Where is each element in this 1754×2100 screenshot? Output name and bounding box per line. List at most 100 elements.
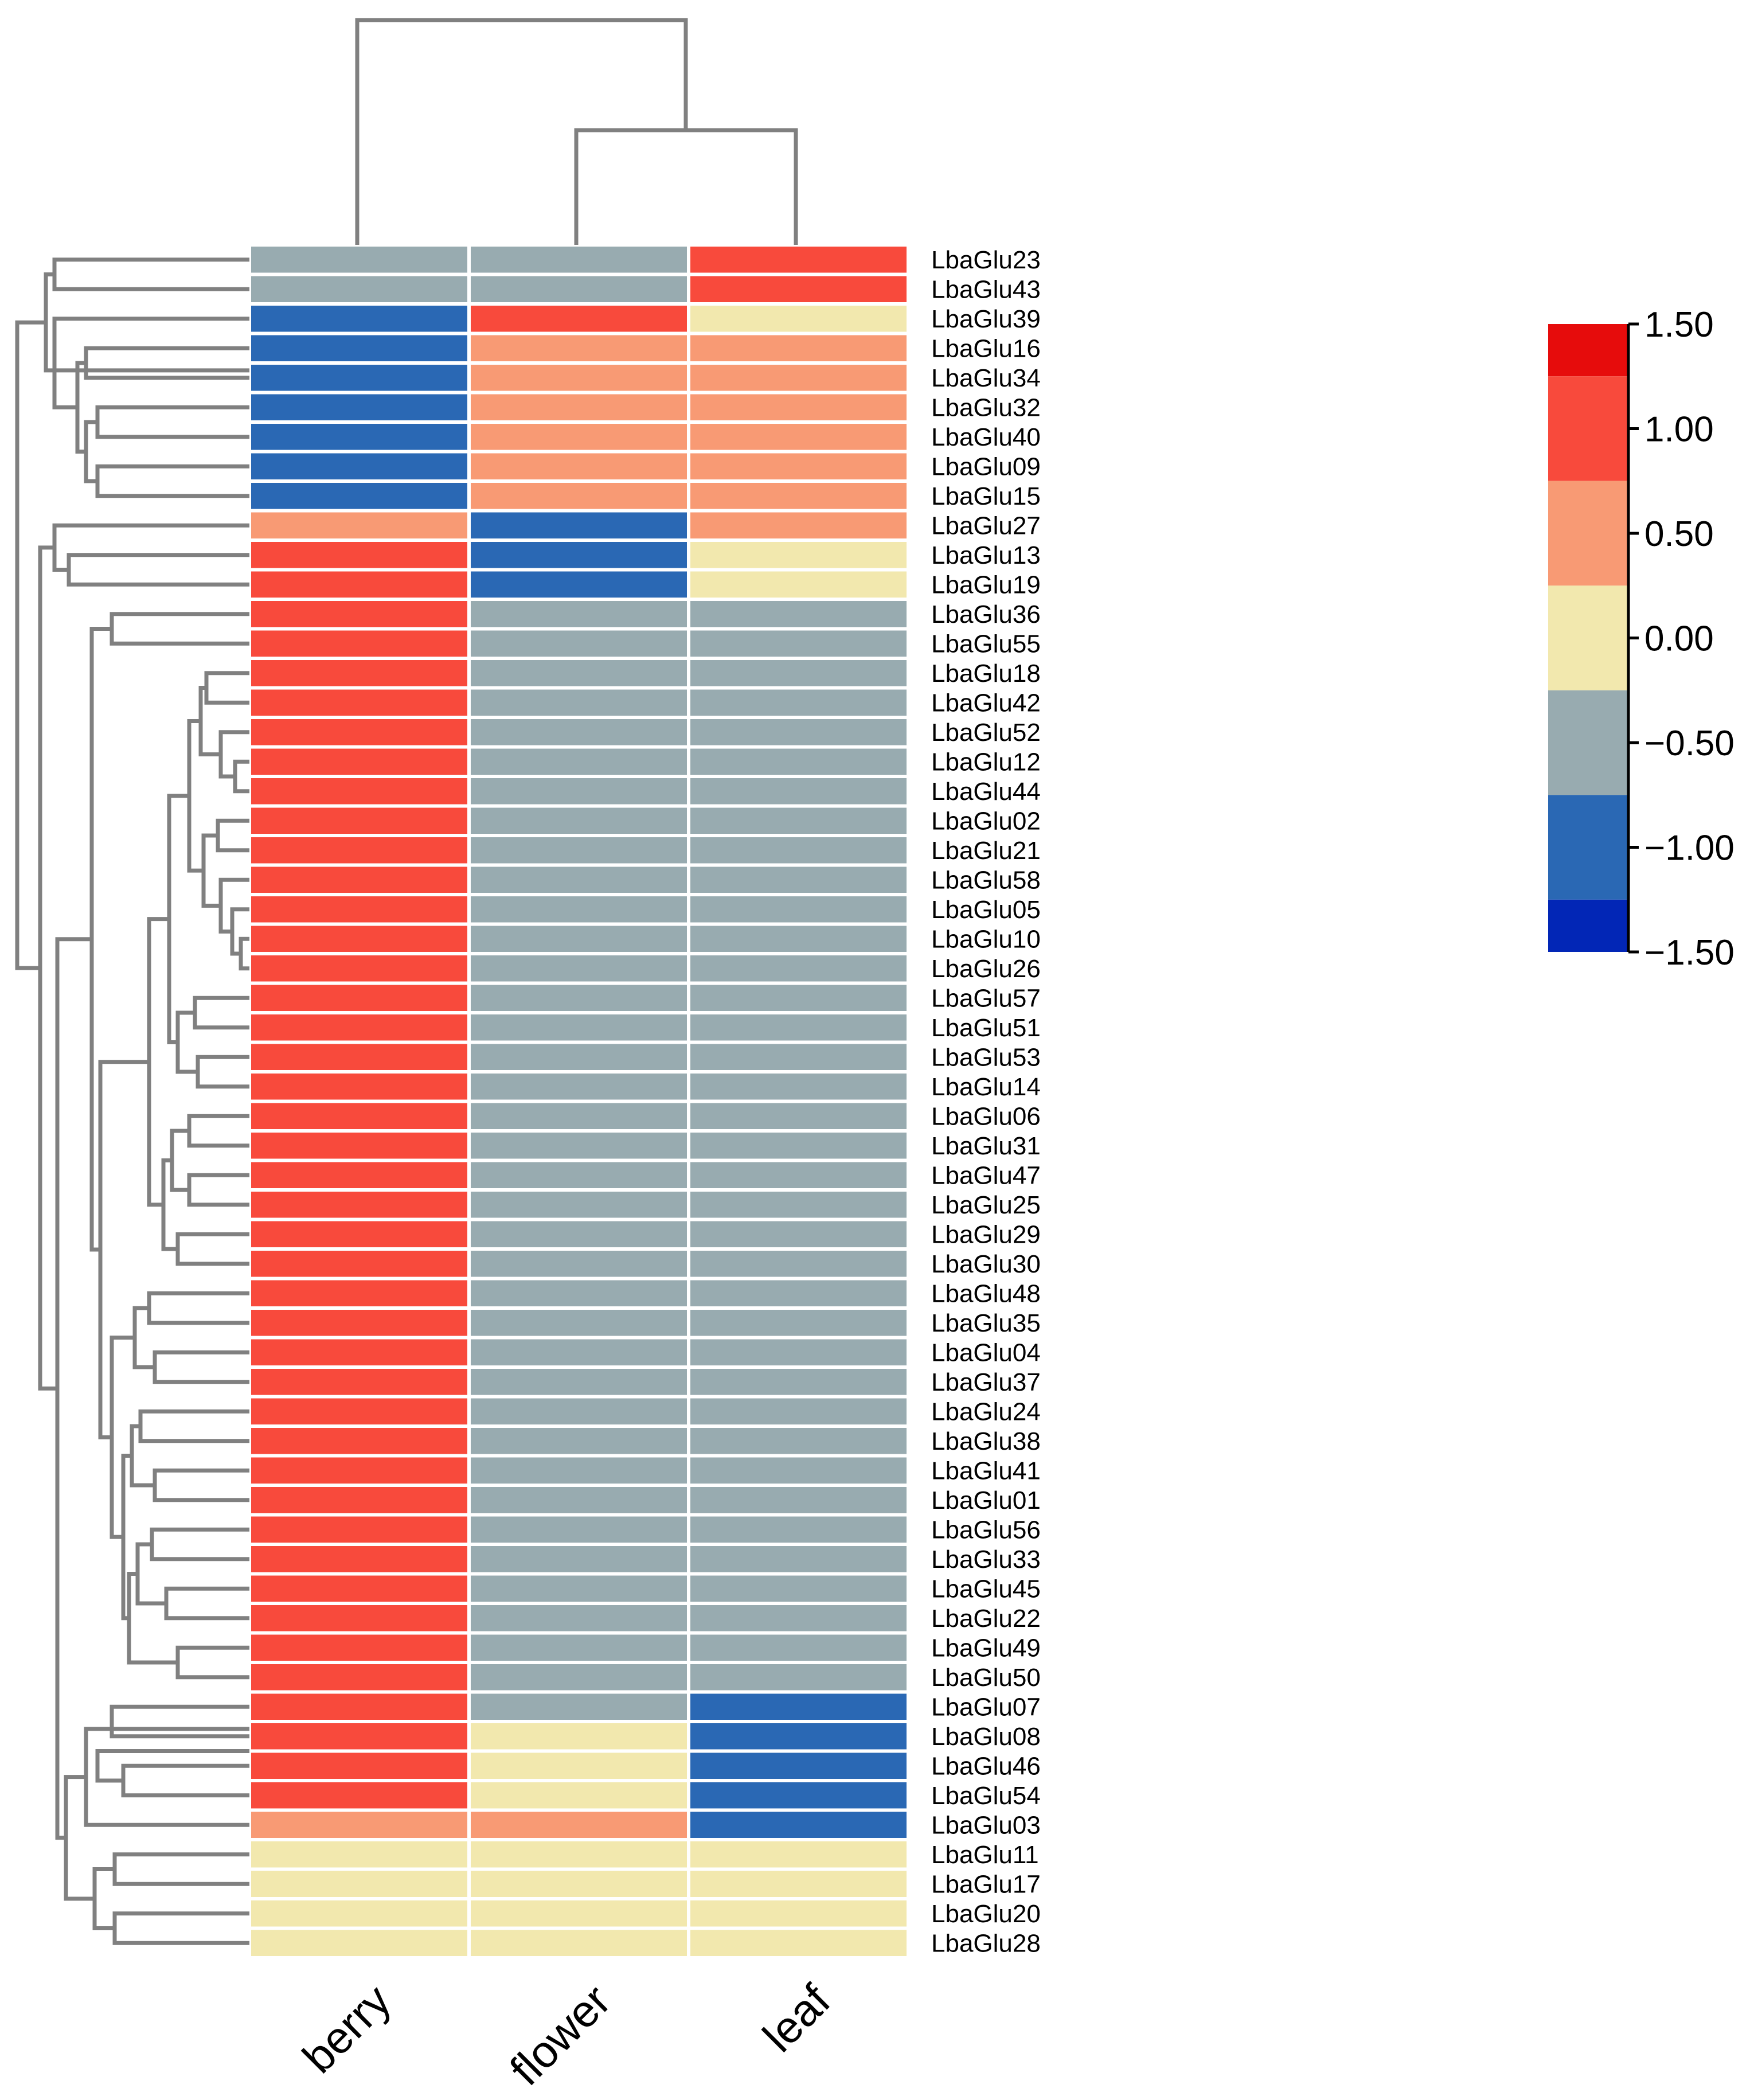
heatmap-cell-LbaGlu19-flower: [471, 571, 687, 598]
heatmap-cell-LbaGlu03-flower: [471, 1812, 687, 1838]
row-label-LbaGlu02: LbaGlu02: [931, 807, 1041, 835]
row-dendrogram-branch-26: [187, 1173, 249, 1207]
heatmap-cell-LbaGlu43-leaf: [690, 276, 907, 302]
heatmap-cell-LbaGlu16-flower: [471, 335, 687, 361]
heatmap-cell-LbaGlu42-leaf: [690, 689, 907, 716]
heatmap-cell-LbaGlu12-berry: [251, 748, 467, 775]
heatmap-cell-LbaGlu40-flower: [471, 424, 687, 450]
row-label-LbaGlu05: LbaGlu05: [931, 896, 1041, 924]
heatmap-cell-LbaGlu01-flower: [471, 1487, 687, 1513]
heatmap-cell-LbaGlu48-leaf: [690, 1280, 907, 1306]
heatmap-cell-LbaGlu13-flower: [471, 542, 687, 568]
row-dendrogram-branch-14: [198, 686, 221, 756]
heatmap-cell-LbaGlu18-leaf: [690, 660, 907, 686]
heatmap-cell-LbaGlu32-leaf: [690, 394, 907, 420]
heatmap-cell-LbaGlu34-flower: [471, 365, 687, 391]
row-dendrogram-branch-32: [153, 1350, 249, 1384]
heatmap-cell-LbaGlu36-flower: [471, 601, 687, 627]
heatmap-cell-LbaGlu44-flower: [471, 778, 687, 805]
heatmap-cell-LbaGlu53-flower: [471, 1044, 687, 1070]
heatmap-cell-LbaGlu55-berry: [251, 630, 467, 657]
heatmap-cell-LbaGlu58-leaf: [690, 866, 907, 893]
row-label-LbaGlu12: LbaGlu12: [931, 748, 1041, 776]
heatmap-cell-LbaGlu40-berry: [251, 424, 467, 450]
row-dendrogram-branch-56: [15, 320, 46, 970]
column-dendrogram-branch-1: [355, 18, 688, 245]
heatmap-cell-LbaGlu31-leaf: [690, 1133, 907, 1159]
row-label-LbaGlu07: LbaGlu07: [931, 1693, 1041, 1721]
heatmap-cell-LbaGlu09-berry: [251, 453, 467, 479]
heatmap-cell-LbaGlu10-berry: [251, 926, 467, 952]
heatmap-cell-LbaGlu31-berry: [251, 1133, 467, 1159]
heatmap-cell-LbaGlu58-berry: [251, 866, 467, 893]
heatmap-cell-LbaGlu39-berry: [251, 306, 467, 332]
heatmap-cell-LbaGlu52-berry: [251, 719, 467, 745]
heatmap-cell-LbaGlu19-berry: [251, 571, 467, 598]
heatmap-cell-LbaGlu42-flower: [471, 689, 687, 716]
row-label-LbaGlu36: LbaGlu36: [931, 600, 1041, 629]
row-label-LbaGlu43: LbaGlu43: [931, 275, 1041, 303]
heatmap-cell-LbaGlu04-flower: [471, 1339, 687, 1365]
heatmap-cell-LbaGlu56-berry: [251, 1516, 467, 1543]
heatmap-cell-LbaGlu06-flower: [471, 1103, 687, 1129]
heatmap-cell-LbaGlu28-flower: [471, 1930, 687, 1956]
heatmap-cell-LbaGlu46-berry: [251, 1752, 467, 1779]
heatmap-cell-LbaGlu17-flower: [471, 1871, 687, 1897]
heatmap-cell-LbaGlu05-leaf: [690, 896, 907, 923]
heatmap-cell-LbaGlu33-leaf: [690, 1546, 907, 1572]
row-label-LbaGlu45: LbaGlu45: [931, 1575, 1041, 1603]
legend-tick-label: −1.50: [1644, 933, 1735, 973]
row-dendrogram-branch-46: [110, 1704, 249, 1739]
heatmap-cell-LbaGlu30-flower: [471, 1251, 687, 1277]
heatmap-cell-LbaGlu11-berry: [251, 1841, 467, 1868]
row-label-LbaGlu49: LbaGlu49: [931, 1634, 1041, 1662]
heatmap-cell-LbaGlu56-leaf: [690, 1516, 907, 1543]
column-dendrogram: [355, 18, 798, 245]
heatmap-cell-LbaGlu51-leaf: [690, 1014, 907, 1041]
heatmap-cell-LbaGlu37-berry: [251, 1369, 467, 1395]
heatmap-cell-LbaGlu01-berry: [251, 1487, 467, 1513]
legend-tick-label: 1.50: [1644, 305, 1714, 345]
row-label-LbaGlu32: LbaGlu32: [931, 393, 1041, 421]
heatmap-cell-LbaGlu02-berry: [251, 807, 467, 834]
row-dendrogram-branch-21: [193, 996, 249, 1030]
row-label-LbaGlu46: LbaGlu46: [931, 1752, 1041, 1780]
row-label-LbaGlu44: LbaGlu44: [931, 778, 1041, 806]
heatmap-cell-LbaGlu27-leaf: [690, 512, 907, 538]
row-dendrogram-branch-50: [112, 1852, 249, 1886]
heatmap-cell-LbaGlu22-berry: [251, 1605, 467, 1631]
heatmap-cell-LbaGlu20-berry: [251, 1900, 467, 1927]
heatmap-cells: [251, 247, 907, 1956]
heatmap-cell-LbaGlu09-flower: [471, 453, 687, 479]
row-label-LbaGlu25: LbaGlu25: [931, 1191, 1041, 1219]
heatmap-cell-LbaGlu28-leaf: [690, 1930, 907, 1956]
row-label-LbaGlu52: LbaGlu52: [931, 719, 1041, 747]
column-label-berry: berry: [293, 1975, 401, 2083]
heatmap-cell-LbaGlu58-flower: [471, 866, 687, 893]
heatmap-cell-LbaGlu17-leaf: [690, 1871, 907, 1897]
heatmap-cell-LbaGlu26-berry: [251, 955, 467, 982]
row-label-LbaGlu57: LbaGlu57: [931, 984, 1041, 1012]
row-dendrogram-branch-11: [204, 671, 249, 705]
row-label-LbaGlu11: LbaGlu11: [931, 1841, 1039, 1869]
heatmap-cell-LbaGlu26-flower: [471, 955, 687, 982]
column-dendrogram-branch-0: [574, 128, 798, 245]
legend-tick-label: −1.00: [1644, 829, 1735, 868]
row-label-LbaGlu51: LbaGlu51: [931, 1014, 1041, 1042]
row-labels: LbaGlu23LbaGlu43LbaGlu39LbaGlu16LbaGlu34…: [931, 246, 1041, 1958]
row-dendrogram-branch-10: [110, 612, 249, 646]
row-dendrogram-branch-1: [95, 464, 249, 498]
column-labels: berry flower leaf: [293, 1975, 840, 2095]
heatmap-cell-LbaGlu52-leaf: [690, 719, 907, 745]
row-label-LbaGlu42: LbaGlu42: [931, 689, 1041, 717]
heatmap-cell-LbaGlu16-berry: [251, 335, 467, 361]
row-label-LbaGlu21: LbaGlu21: [931, 837, 1041, 865]
heatmap-cell-LbaGlu07-berry: [251, 1693, 467, 1720]
heatmap-cell-LbaGlu35-leaf: [690, 1310, 907, 1336]
row-label-LbaGlu03: LbaGlu03: [931, 1811, 1041, 1839]
heatmap-cell-LbaGlu12-leaf: [690, 748, 907, 775]
heatmap-cell-LbaGlu27-flower: [471, 512, 687, 538]
row-label-LbaGlu14: LbaGlu14: [931, 1073, 1041, 1101]
row-label-LbaGlu37: LbaGlu37: [931, 1368, 1041, 1396]
heatmap-cell-LbaGlu29-berry: [251, 1221, 467, 1247]
